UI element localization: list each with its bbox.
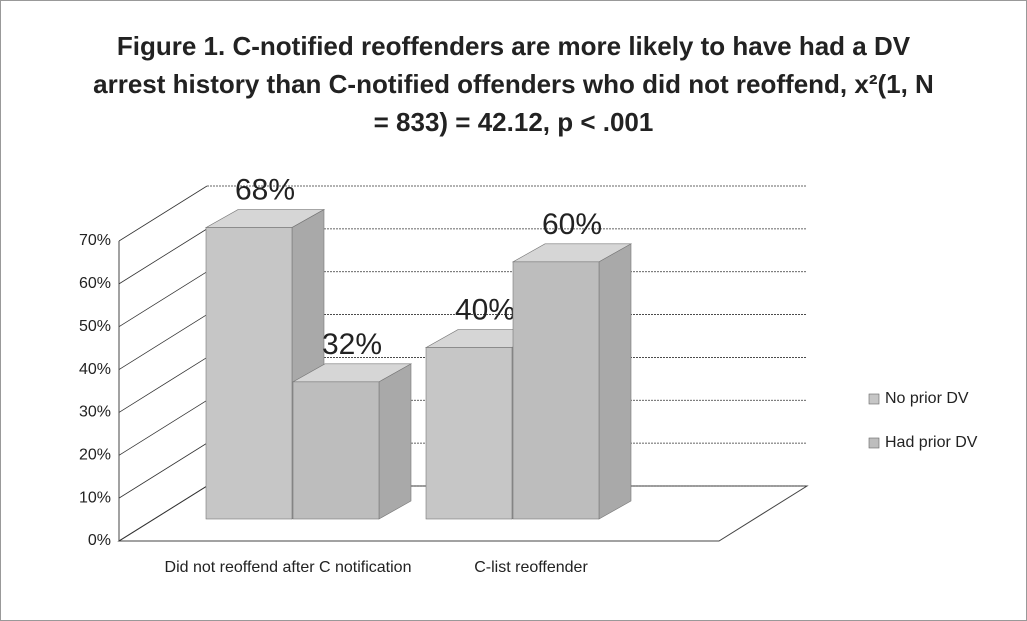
y-tick-label: 70% [79, 232, 111, 249]
bar-front [512, 261, 600, 520]
grid-line [118, 399, 208, 456]
y-tick-label: 30% [79, 404, 111, 421]
bar-front [425, 347, 513, 520]
data-label: 32% [322, 328, 382, 361]
y-tick-label: 20% [79, 447, 111, 464]
legend-swatch [868, 437, 880, 449]
grid-line [118, 314, 208, 370]
y-tick-label: 40% [79, 361, 111, 378]
grid-line [118, 485, 208, 542]
legend-label: Had prior DV [885, 434, 978, 451]
grid-line [118, 185, 208, 242]
y-tick-label: 60% [79, 275, 111, 292]
bar-side [598, 243, 632, 520]
chart-title: Figure 1. C-notified reoffenders are mor… [93, 31, 934, 137]
y-tick-label: 10% [79, 489, 111, 506]
bar-front [205, 227, 293, 520]
x-tick-label: C-list reoffender [474, 559, 588, 576]
grid-line [118, 271, 208, 328]
bar-side [378, 363, 412, 520]
bar-front [292, 381, 380, 520]
data-label: 60% [542, 208, 602, 241]
data-label: 68% [235, 173, 295, 206]
legend-swatch [868, 393, 880, 405]
data-label: 40% [455, 293, 515, 326]
y-tick-label: 50% [79, 318, 111, 335]
bar [511, 243, 633, 520]
bar [291, 363, 413, 520]
x-tick-label: Did not reoffend after C notification [164, 559, 412, 576]
y-tick-label: 0% [88, 532, 111, 549]
legend-label: No prior DV [885, 390, 969, 407]
grid-line [118, 357, 208, 413]
grid-line [118, 228, 208, 285]
grid-line [118, 442, 208, 499]
